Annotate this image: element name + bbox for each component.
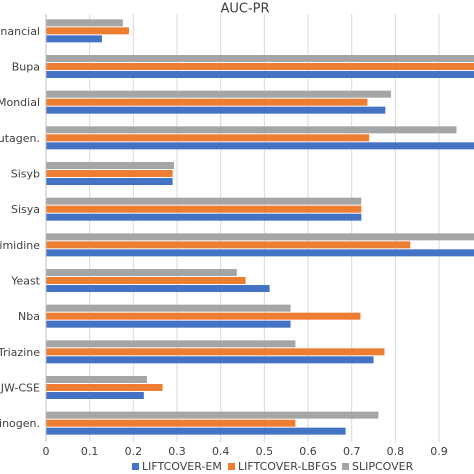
bar	[46, 170, 173, 177]
y-tick-label: Sisya	[11, 203, 40, 216]
bar	[46, 71, 474, 78]
bar	[46, 348, 385, 356]
bar	[46, 106, 386, 114]
legend-label: SLIPCOVER	[352, 460, 414, 473]
x-tick-label: 0.1	[81, 445, 99, 458]
y-tick-label: Bupa	[12, 61, 40, 74]
bar	[46, 277, 246, 284]
bar	[46, 269, 237, 276]
bar	[46, 304, 291, 312]
bar	[46, 340, 296, 348]
x-tick-label: 0.6	[299, 445, 317, 458]
bar	[46, 35, 102, 43]
y-tick-label: Yeast	[10, 275, 40, 288]
bar	[46, 241, 411, 249]
x-tick-label: 0.7	[343, 445, 361, 458]
y-tick-label: inogen.	[0, 417, 40, 430]
bar	[46, 392, 144, 399]
bar	[46, 384, 163, 391]
legend-swatch	[228, 463, 235, 470]
bar	[46, 178, 173, 185]
y-tick-label: Nba	[18, 310, 40, 323]
x-tick-label: 0.2	[125, 445, 143, 458]
bar	[46, 98, 368, 106]
legend-label: LIFTCOVER-EM	[142, 460, 222, 473]
x-tick-label: 0.8	[387, 445, 405, 458]
bar	[46, 213, 362, 221]
bar	[46, 27, 129, 35]
bar	[46, 55, 474, 62]
bar	[46, 134, 370, 142]
bar	[46, 249, 474, 257]
x-tick-label: 0	[43, 445, 50, 458]
y-tick-label: imidine	[0, 239, 40, 252]
y-tick-label: Triazine	[0, 346, 40, 359]
bar	[46, 162, 174, 169]
bar	[46, 285, 270, 292]
bar	[46, 197, 362, 205]
bar	[46, 233, 474, 241]
y-tick-label: Mondial	[0, 96, 40, 109]
bar	[46, 90, 392, 98]
chart-title: AUC-PR	[220, 2, 269, 17]
legend-label: LIFTCOVER-LBFGS	[238, 460, 337, 473]
bar	[46, 126, 457, 134]
x-tick-label: 0.5	[256, 445, 274, 458]
y-tick-label: Sisyb	[11, 168, 40, 181]
bar	[46, 205, 362, 213]
y-tick-label: utagen.	[0, 132, 40, 145]
bar	[46, 411, 379, 419]
bar	[46, 356, 374, 364]
x-tick-label: 0.3	[168, 445, 186, 458]
x-tick-label: 0.4	[212, 445, 230, 458]
bar	[46, 19, 123, 27]
bar	[46, 427, 346, 435]
bar	[46, 376, 147, 383]
legend-swatch	[132, 463, 139, 470]
y-tick-label: JW-CSE	[0, 382, 40, 395]
bar	[46, 312, 361, 320]
bar	[46, 142, 474, 150]
bar	[46, 419, 296, 427]
x-tick-label: 0.9	[430, 445, 448, 458]
legend-swatch	[342, 463, 349, 470]
bar	[46, 63, 474, 70]
y-tick-label: inancial	[0, 25, 40, 38]
bar	[46, 320, 291, 328]
